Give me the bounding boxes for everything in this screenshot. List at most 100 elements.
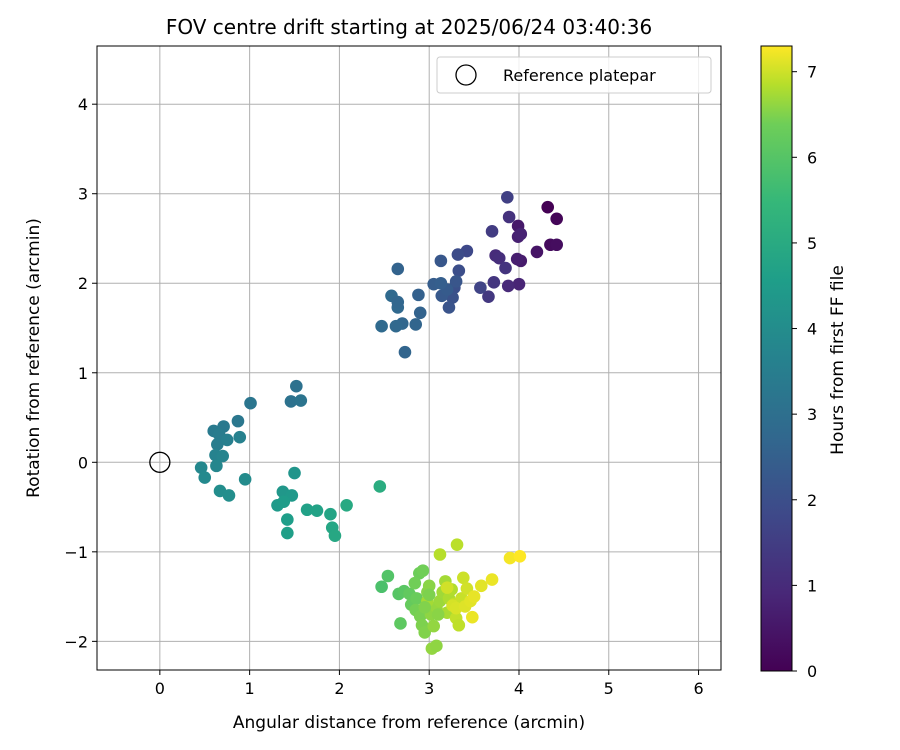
data-point [281,526,294,540]
data-point [467,590,481,603]
data-point [413,306,427,320]
y-tick-label: 1 [78,364,88,383]
x-tick-label: 0 [155,679,165,698]
data-point [300,503,314,517]
reference-marker-icon [149,451,171,473]
y-tick-label: 4 [78,95,88,114]
data-point [211,438,224,451]
y-tick-label: 0 [78,453,88,472]
data-point [381,569,395,583]
data-point [281,513,294,526]
y-tick-label: 2 [78,274,88,293]
data-point [440,581,454,594]
y-tick-label: 3 [78,185,88,204]
data-point [216,449,229,463]
colorbar-ticks: 0 1 2 3 4 5 6 7 [792,63,817,681]
data-point [418,626,432,639]
colorbar-tick-label: 4 [807,320,817,339]
colorbar-tick-label: 7 [807,63,817,82]
legend-label: Reference platepar [503,66,656,85]
colorbar-gradient [760,45,793,672]
data-point [460,582,474,595]
x-tick-label: 4 [514,679,524,698]
data-point [233,430,247,444]
data-point [288,466,301,480]
colorbar-tick-label: 0 [807,662,817,681]
data-point [244,396,257,410]
data-point [210,459,223,473]
y-tick-label: −2 [64,632,88,651]
x-tick-label: 6 [693,679,703,698]
data-point [457,571,470,585]
x-tick-label: 3 [424,679,434,698]
colorbar: 0 1 2 3 4 5 6 7 Hours from first FF file [760,45,848,681]
data-point [434,254,448,268]
data-point [530,245,544,259]
grid-lines [97,46,721,670]
legend-box [436,56,712,94]
data-point [375,580,388,594]
colorbar-tick-label: 1 [807,576,817,595]
data-point [422,588,436,602]
y-axis-ticks: −2 −1 0 1 2 3 4 [64,95,97,651]
data-point [328,529,342,543]
y-tick-label: −1 [64,543,88,562]
data-point [550,238,563,252]
data-point [513,550,527,563]
x-tick-label: 2 [334,679,344,698]
legend-marker-icon [455,64,477,86]
colorbar-tick-label: 3 [807,405,817,424]
data-point [450,538,464,551]
chart-title: FOV centre drift starting at 2025/06/24 … [166,15,652,39]
data-point [503,551,517,565]
data-point [514,227,528,241]
legend: Reference platepar [436,56,712,94]
data-point [398,345,412,359]
data-point [198,471,212,484]
data-point [412,288,425,302]
data-point [389,319,403,333]
data-point [487,276,501,289]
data-point [340,498,353,512]
y-axis-label: Rotation from reference (arcmin) [24,218,44,498]
data-point [375,319,388,333]
colorbar-tick-label: 6 [807,148,817,167]
data-point [391,262,405,276]
plot-frame [96,45,722,671]
data-point [408,576,422,590]
colorbar-tick-label: 2 [807,491,817,510]
x-tick-label: 1 [245,679,255,698]
data-point [550,212,563,226]
x-axis-label: Angular distance from reference (arcmin) [233,713,585,733]
x-tick-label: 5 [604,679,614,698]
data-point [310,504,324,517]
data-point [422,579,436,593]
data-point [294,394,308,407]
data-point [451,248,465,261]
data-point [394,617,407,630]
data-point [499,261,512,275]
data-point [418,601,432,614]
data-point [194,461,208,474]
data-point [510,252,524,266]
data-point [485,573,499,586]
data-point [433,548,447,561]
data-point [373,480,387,493]
data-point [409,318,423,331]
data-point [222,489,236,502]
data-point [324,507,337,521]
data-point [442,301,456,314]
data-point [512,277,526,291]
data-point [430,639,443,653]
data-point [482,290,495,303]
data-point [452,618,466,632]
data-point [474,281,487,295]
data-point [474,579,488,593]
data-point [277,495,291,508]
data-point [485,225,499,238]
data-point [431,608,445,621]
data-point [541,200,555,214]
data-point [416,564,430,577]
